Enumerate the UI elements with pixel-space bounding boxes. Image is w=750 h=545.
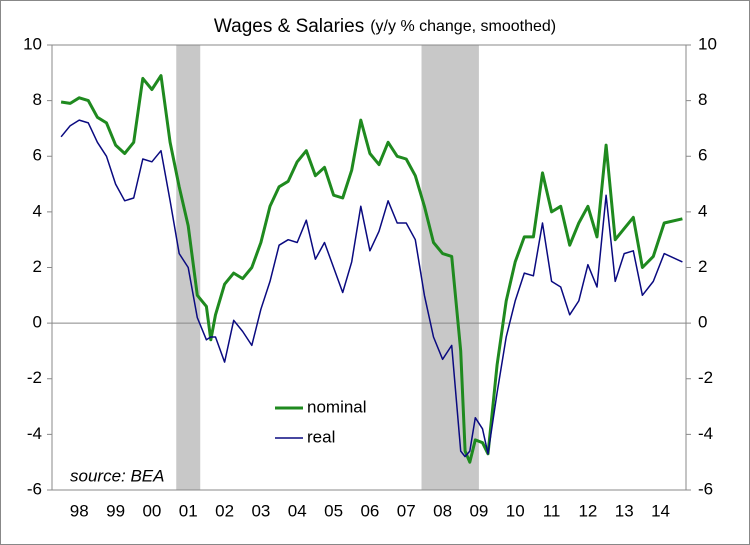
y-tick-label: 4	[33, 201, 42, 220]
y-tick-label: 0	[33, 313, 42, 332]
x-tick-label: 99	[106, 501, 125, 520]
y2-tick-label: -4	[698, 424, 713, 443]
x-tick-label: 00	[142, 501, 161, 520]
y2-tick-label: 6	[698, 146, 707, 165]
y2-tick-label: 4	[698, 201, 707, 220]
recession-band	[421, 45, 479, 490]
x-tick-label: 13	[615, 501, 634, 520]
x-tick-label: 01	[179, 501, 198, 520]
legend-label: nominal	[307, 397, 367, 416]
x-tick-label: 08	[433, 501, 452, 520]
y-tick-label: -4	[27, 424, 42, 443]
y-tick-label: 10	[23, 34, 42, 53]
y2-tick-label: 10	[698, 34, 717, 53]
x-tick-label: 04	[288, 501, 307, 520]
y-tick-label: 6	[33, 146, 42, 165]
y2-tick-label: 8	[698, 90, 707, 109]
x-tick-label: 98	[70, 501, 89, 520]
chart-title: Wages & Salaries (y/y % change, smoothed)	[214, 16, 556, 37]
y2-tick-label: 2	[698, 257, 707, 276]
y2-tick-label: 0	[698, 313, 707, 332]
legend-label: real	[307, 427, 335, 446]
title: Wages & Salaries	[214, 16, 364, 37]
x-tick-label: 02	[215, 501, 234, 520]
x-tick-label: 05	[324, 501, 343, 520]
y-tick-label: -6	[27, 479, 42, 498]
x-tick-label: 14	[651, 501, 670, 520]
y2-tick-label: -2	[698, 368, 713, 387]
x-tick-label: 12	[578, 501, 597, 520]
series-line	[60, 119, 683, 458]
y2-tick-label: -6	[698, 479, 713, 498]
y-tick-label: 8	[33, 90, 42, 109]
source: source: BEA	[70, 466, 165, 485]
x-tick-label: 10	[506, 501, 525, 520]
y-tick-label: -2	[27, 368, 42, 387]
subtitle: (y/y % change, smoothed)	[370, 18, 556, 35]
x-tick-label: 09	[469, 501, 488, 520]
series-line	[60, 74, 683, 464]
y-tick-label: 2	[33, 257, 42, 276]
x-tick-label: 06	[360, 501, 379, 520]
x-tick-label: 11	[543, 501, 561, 520]
x-tick-label: 07	[397, 501, 416, 520]
x-tick-label: 03	[251, 501, 270, 520]
